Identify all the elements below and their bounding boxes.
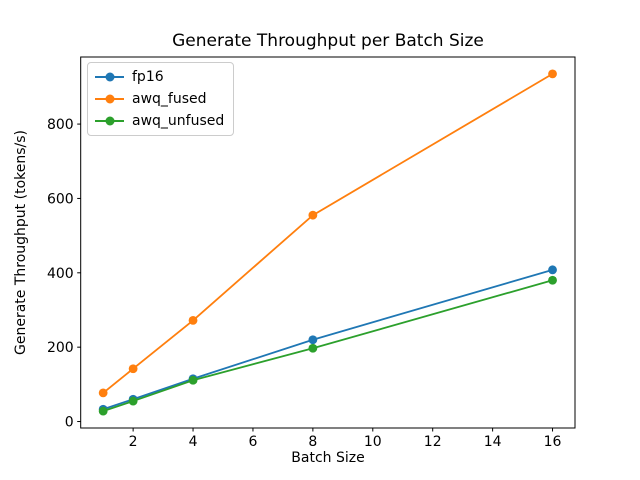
legend-marker-fp16 (95, 70, 124, 84)
legend-dot-sample (105, 116, 114, 126)
y-tick-label: 800 (47, 117, 74, 133)
x-tick-label: 6 (248, 434, 257, 450)
legend-label: awq_unfused (132, 113, 225, 129)
data-point-awq_fused-2 (128, 364, 138, 374)
data-point-awq_unfused-16 (548, 275, 557, 285)
legend-label: fp16 (132, 69, 164, 85)
data-point-awq_fused-1 (98, 388, 108, 398)
legend-dot-sample (105, 72, 114, 82)
data-point-awq_fused-16 (548, 69, 557, 79)
data-point-awq_unfused-2 (128, 396, 138, 406)
x-tick-label: 16 (544, 434, 562, 450)
x-tick-label: 8 (308, 434, 317, 450)
legend-marker-awq_fused (95, 92, 124, 106)
data-point-fp16-16 (548, 265, 557, 275)
x-tick-label: 10 (364, 434, 382, 450)
chart-title: Generate Throughput per Batch Size (172, 31, 484, 51)
legend-label: awq_fused (132, 91, 207, 107)
data-point-fp16-8 (308, 335, 318, 345)
x-tick-label: 4 (189, 434, 198, 450)
x-tick-label: 2 (129, 434, 138, 450)
x-tick-label: 12 (424, 434, 442, 450)
y-tick-label: 0 (65, 415, 74, 431)
legend-item-awq_unfused: awq_unfused (95, 112, 224, 130)
ticks-layer: 2 4 6 8 10 12 14 16 0 200 400 600 800 (47, 117, 562, 450)
x-axis-label: Batch Size (291, 450, 364, 466)
series-layer (98, 69, 557, 416)
y-tick-label: 400 (47, 266, 74, 282)
data-point-awq_unfused-4 (188, 375, 198, 385)
legend-item-awq_fused: awq_fused (95, 90, 224, 108)
y-tick-label: 200 (47, 340, 74, 356)
legend-marker-awq_unfused (95, 114, 124, 128)
data-point-awq_unfused-8 (308, 343, 318, 353)
data-point-awq_fused-8 (308, 210, 318, 220)
data-point-awq_unfused-1 (98, 406, 108, 416)
x-tick-label: 14 (484, 434, 502, 450)
legend: fp16 awq_fused awq_unfused (87, 62, 235, 136)
legend-dot-sample (105, 94, 114, 104)
legend-item-fp16: fp16 (95, 68, 224, 86)
axes-frame (80, 56, 576, 429)
y-axis-label: Generate Throughput (tokens/s) (13, 130, 29, 355)
data-point-awq_fused-4 (188, 315, 198, 325)
y-tick-label: 600 (47, 191, 74, 207)
